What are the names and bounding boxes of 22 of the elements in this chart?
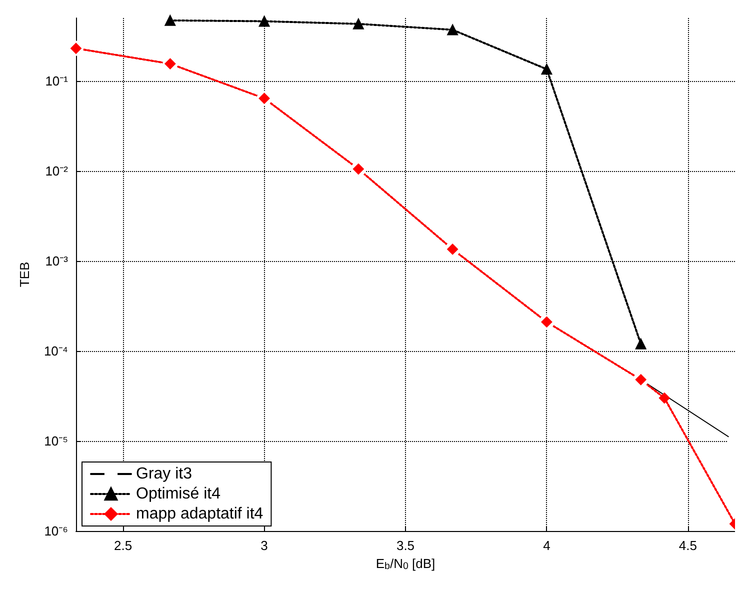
legend-label: Optimisé it4 — [136, 486, 221, 502]
x-tick-label: 2.5 — [114, 538, 132, 553]
y-axis-title: TEB — [17, 262, 32, 288]
y-tick-label: 10⁻⁶ — [44, 524, 68, 538]
point — [541, 64, 552, 75]
x-tick-label: 3 — [260, 538, 268, 553]
point — [447, 24, 458, 36]
point — [352, 18, 364, 30]
y-tick-label: 10⁻¹ — [45, 73, 69, 88]
legend-label: mapp adaptatif it4 — [136, 506, 264, 522]
legend-label: Gray it3 — [136, 466, 192, 482]
x-tick-label: 4.5 — [678, 538, 697, 553]
point — [164, 14, 176, 26]
y-tick-label: 10⁻⁵ — [44, 433, 68, 448]
y-tick-label: 10⁻² — [45, 163, 69, 178]
x-tick-label: 4 — [543, 538, 550, 553]
x-tick-label: 3.5 — [396, 538, 415, 553]
y-tick-label: 10⁻⁴ — [44, 343, 68, 358]
point — [658, 392, 670, 404]
y-tick-label: 10⁻³ — [45, 253, 69, 268]
point — [635, 338, 646, 350]
point — [258, 16, 270, 27]
